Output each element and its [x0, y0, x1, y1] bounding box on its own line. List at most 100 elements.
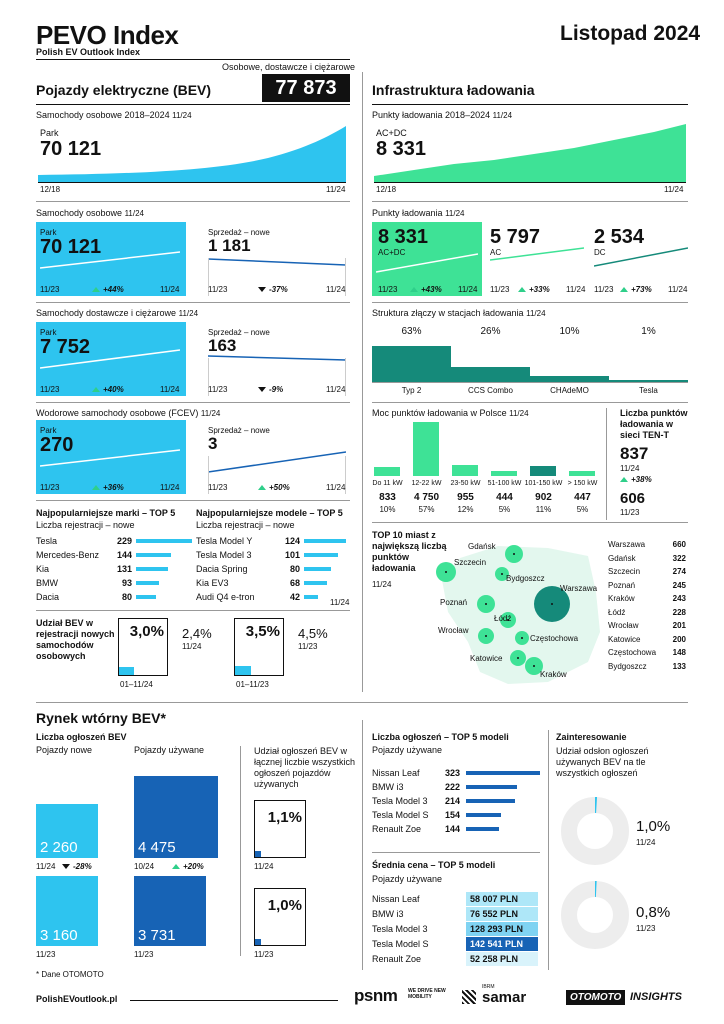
top-models-subtitle: Pojazdy używane — [372, 745, 443, 755]
price-value: 76 552 PLN — [466, 907, 538, 921]
city-name: Kraków — [608, 594, 635, 603]
axis-end: 11/24 — [160, 385, 180, 394]
poland-map — [436, 545, 600, 684]
axis-start: 12/18 — [376, 185, 397, 194]
axis-end: 11/24 — [326, 185, 346, 194]
interest-subtitle: Udział odsłon ogłoszeń używanych BEV na … — [556, 746, 649, 778]
footnote: * Dane OTOMOTO — [36, 970, 104, 979]
used-now-bar: 4 475 — [134, 776, 218, 858]
list-name: Tesla Model Y — [196, 536, 253, 546]
share-side-2-label: 11/23 — [298, 642, 318, 651]
used-share-date-prev: 11/23 — [254, 950, 274, 959]
top-models-list: Nissan Leaf 323 BMW i3 222 Tesla Model 3 214 T… — [372, 768, 540, 838]
bev-total: 77 873 — [262, 74, 350, 102]
vans-sales-value: 163 — [208, 336, 237, 355]
secondary-title: Rynek wtórny BEV* — [36, 710, 166, 726]
share-side-2: 4,5% — [298, 626, 328, 641]
power-bar — [452, 464, 478, 476]
connector-pct: 1% — [641, 326, 656, 337]
bev-title: Pojazdy elektryczne (BEV) — [36, 82, 212, 98]
prices-title: Średnia cena – TOP 5 modeli — [372, 860, 496, 870]
vans-park-value: 7 752 — [40, 336, 91, 358]
city-value: 200 — [672, 634, 686, 644]
list-value: 80 — [289, 564, 300, 574]
list-bar — [136, 539, 192, 543]
points-history-value: 8 331 — [376, 138, 427, 160]
listings-title: Liczba ogłoszeń BEV — [36, 732, 127, 742]
price-model: Tesla Model S — [372, 939, 429, 949]
psnm-logo: psnm — [354, 986, 398, 1005]
map-label: Katowice — [470, 654, 503, 663]
power-bar — [491, 471, 517, 476]
park-history-title: Samochody osobowe 2018–2024 11/24 — [36, 110, 192, 120]
ac-change: +33% — [518, 285, 550, 294]
ac-label: AC — [490, 248, 502, 257]
list-bar — [466, 827, 499, 831]
axis-start: 11/23 — [208, 285, 228, 294]
axis-start: 11/23 — [40, 483, 60, 492]
used-share-date-now: 11/24 — [254, 862, 274, 871]
models-subtitle: Liczba rejestracji – nowe — [196, 520, 295, 530]
power-label: > 150 kW — [567, 480, 598, 487]
fcev-sales-change: +50% — [258, 483, 290, 492]
tent-title: Liczba punktów ładowania w sieci TEN-T — [620, 408, 688, 440]
used-now-date: 10/24 — [134, 862, 155, 871]
power-pct: 57% — [418, 505, 435, 514]
list-value: 214 — [444, 796, 460, 806]
list-bar — [136, 595, 156, 599]
insights-logo: INSIGHTS — [630, 991, 682, 1003]
list-name: Dacia Spring — [196, 564, 248, 574]
used-share-box-prev: 1,0% — [254, 888, 306, 946]
price-value: 142 541 PLN — [466, 937, 538, 951]
city-name: Częstochowa — [608, 648, 657, 657]
park-history-area — [38, 126, 346, 182]
card-label: Sprzedaż – nowe — [208, 228, 270, 237]
fcev-park-change: +36% — [92, 483, 124, 492]
passenger-park-value: 70 121 — [40, 236, 102, 258]
card-label: Park — [40, 426, 57, 435]
price-model: BMW i3 — [372, 909, 404, 919]
interest-donut-now — [561, 797, 629, 865]
dc-change: +73% — [620, 285, 652, 294]
city-value: 660 — [672, 540, 686, 549]
list-name: Renault Zoe — [372, 824, 422, 834]
connectors-chart: 63% Typ 2 26% CCS Combo 10% CHAdeMO 1% Tesla — [372, 326, 688, 402]
list-name: BMW — [36, 578, 58, 588]
used-share-box-now: 1,1% — [254, 800, 306, 858]
list-name: Nissan Leaf — [372, 768, 420, 778]
list-bar — [304, 539, 346, 543]
tent-change: +38% — [620, 475, 652, 484]
list-name: Tesla Model 3 — [372, 796, 428, 806]
footer-url[interactable]: PolishEVoutlook.pl — [36, 994, 118, 1004]
axis-start: 11/23 — [40, 385, 60, 394]
infra-title: Infrastruktura ładowania — [372, 82, 535, 98]
used-share-title: Udział ogłoszeń BEV w łącznej liczbie ws… — [254, 746, 356, 789]
power-chart: Do 11 kW 833 10% 12-22 kW 4 750 57% 23-50 kW 95… — [368, 420, 602, 516]
axis-end: 11/24 — [160, 483, 180, 492]
power-count: 902 — [535, 492, 552, 503]
connector-bar — [372, 346, 451, 382]
otomoto-logo: OTOMOTO — [566, 990, 626, 1005]
points-title: Punkty ładowania 11/24 — [372, 208, 465, 218]
city-value: 243 — [672, 594, 686, 603]
bev-total-caption: Osobowe, dostawcze i ciężarowe — [222, 62, 356, 72]
fcev-park-value: 270 — [40, 434, 74, 456]
city-name: Wrocław — [608, 621, 639, 630]
map-label: Częstochowa — [530, 634, 579, 643]
passenger-park-change: +44% — [92, 285, 124, 294]
power-label: 51-100 kW — [487, 480, 522, 487]
list-bar — [466, 799, 516, 803]
axis-end: 11/24 — [668, 285, 688, 294]
list-value: 144 — [444, 824, 460, 834]
map-label: Kraków — [540, 670, 567, 679]
points-history-title: Punkty ładowania 2018–2024 11/24 — [372, 110, 513, 120]
list-value: 42 — [289, 592, 300, 602]
list-value: 131 — [116, 564, 132, 574]
new-now-date: 11/24 — [36, 862, 56, 871]
connector-pct: 10% — [559, 326, 580, 337]
list-name: Tesla — [36, 536, 58, 546]
share-side-1: 2,4% — [182, 626, 212, 641]
acdc-label: AC+DC — [378, 248, 406, 257]
list-bar — [304, 553, 339, 557]
map-label: Szczecin — [454, 558, 487, 567]
